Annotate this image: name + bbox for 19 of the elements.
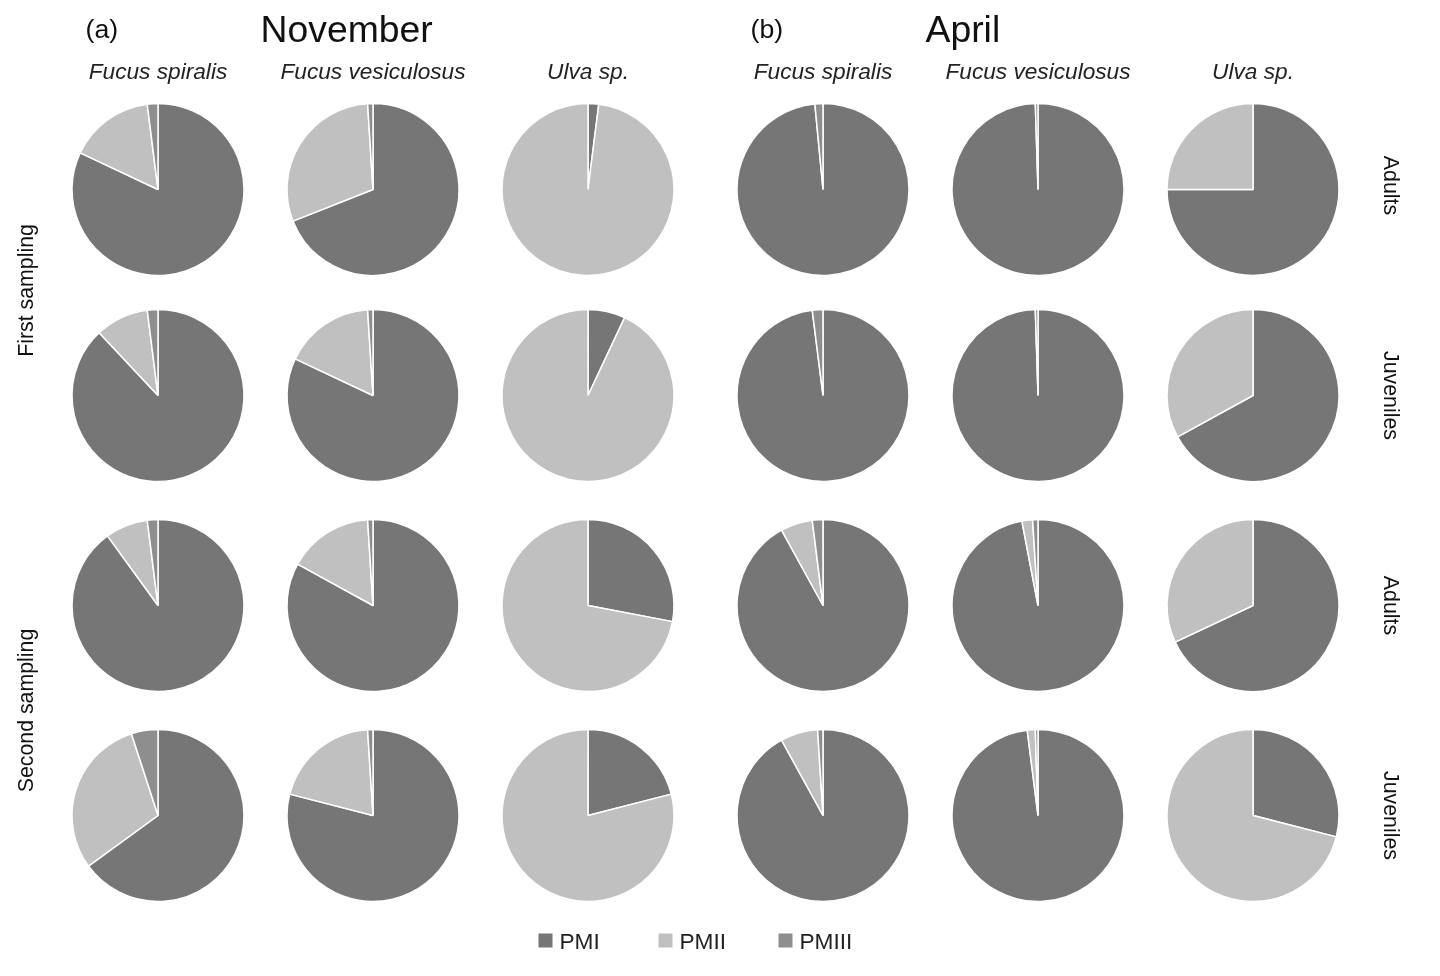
text: Adults xyxy=(1378,575,1403,636)
text: Juveniles xyxy=(1378,351,1403,440)
chart-title: Ulva sp. xyxy=(1212,57,1294,84)
text: April xyxy=(925,7,1001,50)
text: (a) xyxy=(85,13,119,44)
chart-title: Fucus spiralis xyxy=(88,57,228,84)
chart-title: Ulva sp. xyxy=(547,57,629,84)
text: November xyxy=(260,7,433,50)
chart-title: Fucus vesiculosus xyxy=(280,57,466,84)
text: Adults xyxy=(1378,155,1403,216)
text: First sampling xyxy=(13,224,38,357)
chart-title: Fucus spiralis xyxy=(753,57,893,84)
text: (b) xyxy=(750,13,784,44)
text: Juveniles xyxy=(1378,771,1403,860)
legend-label: PMIII xyxy=(799,927,853,954)
chart-title: Fucus vesiculosus xyxy=(945,57,1131,84)
legend-label: PMI xyxy=(559,927,600,954)
text: Second sampling xyxy=(13,628,38,793)
legend-label: PMII xyxy=(679,927,727,954)
